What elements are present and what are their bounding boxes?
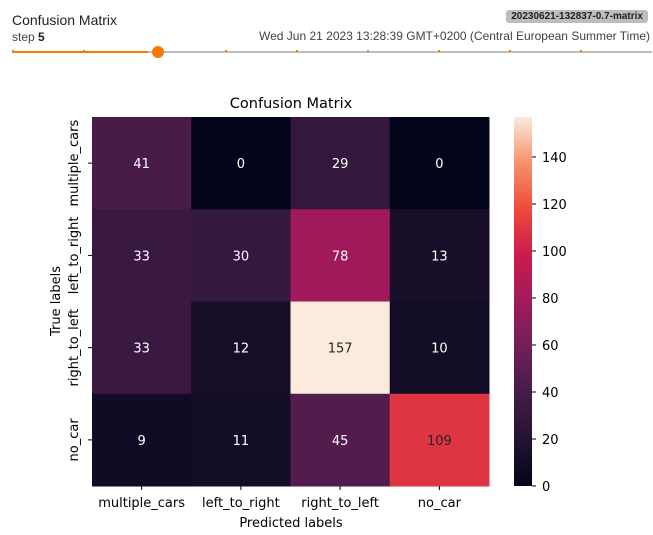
heatmap-cell (191, 393, 291, 487)
colorbar-tick-label: 120 (542, 198, 567, 213)
cell-annotation: 29 (332, 157, 349, 172)
y-tick-label: left_to_right (67, 217, 82, 295)
cell-annotation: 11 (233, 434, 250, 449)
x-tick-label: right_to_left (301, 496, 379, 511)
step-slider[interactable] (12, 44, 652, 60)
slider-tick (154, 50, 156, 52)
slider-tick (12, 50, 14, 52)
cell-annotation: 12 (233, 342, 250, 357)
heatmap-cell (92, 393, 192, 487)
heatmap-cell (191, 209, 291, 302)
cell-annotation: 0 (435, 157, 443, 172)
cell-annotation: 10 (431, 342, 448, 357)
heatmap-cell (290, 117, 391, 210)
y-tick-label: multiple_cars (67, 119, 82, 206)
colorbar-tick-label: 20 (542, 433, 559, 448)
x-tick-label: left_to_right (202, 496, 280, 511)
cell-annotation: 33 (133, 342, 150, 357)
slider-track[interactable] (12, 51, 652, 53)
slider-tick (367, 50, 369, 52)
card-title: Confusion Matrix (12, 12, 118, 28)
y-tick-label: no_car (67, 418, 82, 462)
slider-tick (580, 50, 582, 52)
heatmap-cell (290, 393, 391, 487)
run-tag: 20230621-132837-0.7-matrix (506, 10, 648, 23)
y-tick-label: right_to_left (67, 309, 82, 387)
slider-fill (12, 51, 148, 53)
timestamp: Wed Jun 21 2023 13:28:39 GMT+0200 (Centr… (259, 29, 650, 43)
cell-annotation: 13 (431, 249, 448, 264)
cell-annotation: 33 (133, 249, 150, 264)
heatmap-cell (389, 117, 490, 210)
x-tick-label: no_car (418, 496, 462, 511)
slider-thumb[interactable] (152, 46, 164, 58)
step-label: step (12, 30, 35, 44)
chart-title: Confusion Matrix (230, 96, 353, 112)
heatmap-cell (290, 301, 391, 395)
colorbar-tick-label: 0 (542, 480, 550, 495)
cell-annotation: 78 (332, 249, 349, 264)
slider-tick (509, 50, 511, 52)
heatmap-cell (191, 301, 291, 395)
step-indicator: step 5 (12, 30, 45, 44)
cell-annotation: 30 (233, 249, 250, 264)
colorbar-tick-label: 60 (542, 339, 559, 354)
y-axis-label: True labels (49, 266, 64, 337)
heatmap-cell (389, 209, 490, 302)
heatmap-cell (92, 301, 192, 395)
colorbar-tick-label: 80 (542, 292, 559, 307)
x-tick-label: multiple_cars (98, 496, 185, 511)
cell-annotation: 45 (332, 434, 349, 449)
colorbar-tick-label: 100 (542, 245, 567, 260)
colorbar-tick-label: 40 (542, 386, 559, 401)
cell-annotation: 109 (427, 434, 452, 449)
colorbar-tick-label: 140 (542, 151, 567, 166)
slider-tick (296, 50, 298, 52)
step-value: 5 (38, 30, 45, 44)
heatmap-cell (389, 301, 490, 395)
x-axis-label: Predicted labels (239, 516, 343, 531)
heatmap-cell (290, 209, 391, 302)
slider-tick (225, 50, 227, 52)
cell-annotation: 0 (237, 157, 245, 172)
heatmap-cell (191, 117, 291, 210)
colorbar (514, 117, 532, 486)
heatmap-cell (92, 209, 192, 302)
slider-tick (83, 50, 85, 52)
heatmap-cell (389, 393, 490, 487)
slider-tick (438, 50, 440, 52)
cell-annotation: 157 (328, 342, 353, 357)
cell-annotation: 41 (133, 157, 150, 172)
heatmap-cell (92, 117, 192, 210)
cell-annotation: 9 (137, 434, 145, 449)
